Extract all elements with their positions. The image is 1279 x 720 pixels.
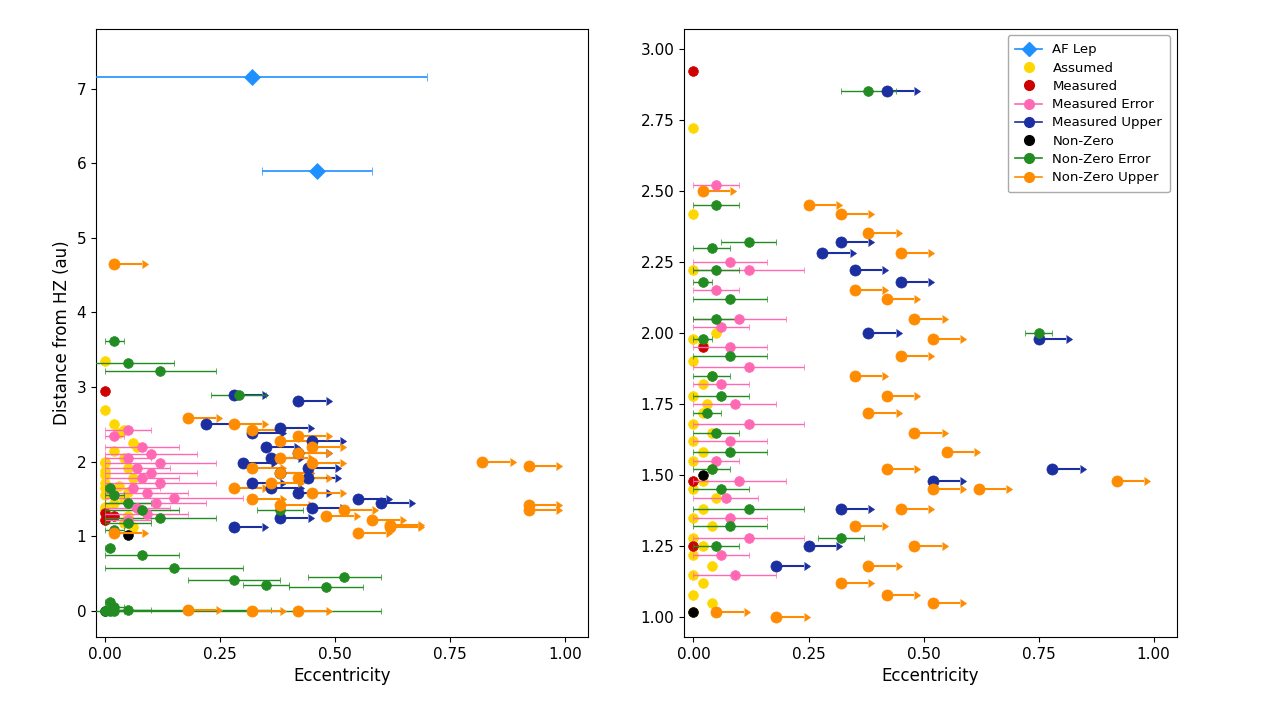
- Y-axis label: Distance from HZ (au): Distance from HZ (au): [52, 240, 70, 426]
- X-axis label: Eccentricity: Eccentricity: [293, 667, 391, 685]
- Legend: AF Lep, Assumed, Measured, Measured Error, Measured Upper, Non-Zero, Non-Zero Er: AF Lep, Assumed, Measured, Measured Erro…: [1008, 35, 1170, 192]
- X-axis label: Eccentricity: Eccentricity: [881, 667, 980, 685]
